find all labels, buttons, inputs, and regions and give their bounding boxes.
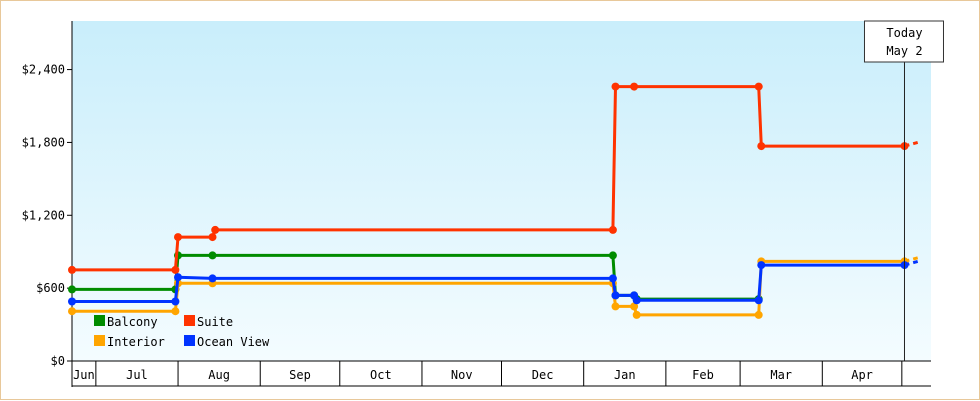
series-layer	[68, 82, 919, 319]
data-point[interactable]	[211, 225, 220, 234]
data-point[interactable]	[171, 307, 180, 316]
data-point[interactable]	[754, 310, 763, 319]
x-month-label: Apr	[851, 368, 873, 382]
x-month-label: Oct	[370, 368, 392, 382]
data-point[interactable]	[608, 251, 617, 260]
data-point[interactable]	[68, 265, 76, 274]
plot-background	[72, 21, 931, 361]
x-month-label: Jan	[614, 368, 636, 382]
legend-item[interactable]: Ocean View	[184, 335, 270, 349]
today-label-line2: May 2	[886, 44, 922, 58]
y-tick-label: $1,200	[22, 208, 65, 222]
y-tick-label: $600	[36, 281, 65, 295]
data-point[interactable]	[630, 302, 639, 311]
data-point[interactable]	[68, 285, 76, 294]
series-ocean-view	[68, 259, 919, 306]
data-point[interactable]	[174, 273, 182, 282]
data-point[interactable]	[611, 291, 620, 300]
legend-label: Balcony	[107, 315, 158, 329]
legend-label: Suite	[197, 315, 233, 329]
series-suite	[68, 82, 919, 274]
legend: Balcony Suite Interior Ocean View	[94, 315, 270, 349]
data-point[interactable]	[68, 297, 76, 306]
x-month-label: Aug	[208, 368, 230, 382]
legend-item[interactable]: Suite	[184, 315, 233, 329]
data-point[interactable]	[608, 274, 617, 283]
x-month-label: Dec	[532, 368, 554, 382]
y-tick-label: $1,800	[22, 135, 65, 149]
x-month-label: Mar	[770, 368, 792, 382]
data-point[interactable]	[757, 142, 766, 151]
legend-item[interactable]: Interior	[94, 335, 165, 349]
legend-label: Ocean View	[197, 335, 270, 349]
x-month-label: Feb	[692, 368, 714, 382]
data-point[interactable]	[632, 310, 641, 319]
y-tick-label: $0	[51, 354, 65, 368]
data-point[interactable]	[208, 251, 217, 260]
legend-label: Interior	[107, 335, 165, 349]
today-marker: Today May 2	[863, 20, 944, 361]
data-point[interactable]	[611, 302, 620, 311]
x-month-label: Jun	[73, 368, 95, 382]
y-axis: $0 $600 $1,200 $1,800 $2,400	[22, 21, 73, 387]
y-tick-label: $2,400	[22, 63, 65, 77]
data-point[interactable]	[757, 261, 766, 270]
data-point[interactable]	[630, 82, 639, 91]
data-point[interactable]	[611, 82, 620, 91]
today-label-box	[863, 20, 944, 63]
data-point[interactable]	[608, 225, 617, 234]
legend-swatch	[184, 335, 195, 346]
legend-swatch	[184, 315, 195, 326]
data-point[interactable]	[208, 274, 217, 283]
data-point[interactable]	[171, 265, 180, 274]
data-point[interactable]	[754, 296, 763, 305]
legend-swatch	[94, 315, 105, 326]
today-label-line1: Today	[886, 26, 922, 40]
data-point[interactable]	[632, 296, 641, 305]
data-point[interactable]	[174, 233, 182, 242]
legend-swatch	[94, 335, 105, 346]
data-point[interactable]	[754, 82, 763, 91]
data-point[interactable]	[208, 233, 217, 242]
x-month-label: Jul	[126, 368, 148, 382]
x-axis: Jun Jul Aug Sep Oct Nov Dec Jan Feb Mar Apr	[72, 360, 931, 387]
data-point[interactable]	[68, 307, 76, 316]
x-month-label: Sep	[289, 368, 311, 382]
x-month-label: Nov	[451, 368, 473, 382]
data-point[interactable]	[171, 297, 180, 306]
legend-item[interactable]: Balcony	[94, 315, 158, 329]
